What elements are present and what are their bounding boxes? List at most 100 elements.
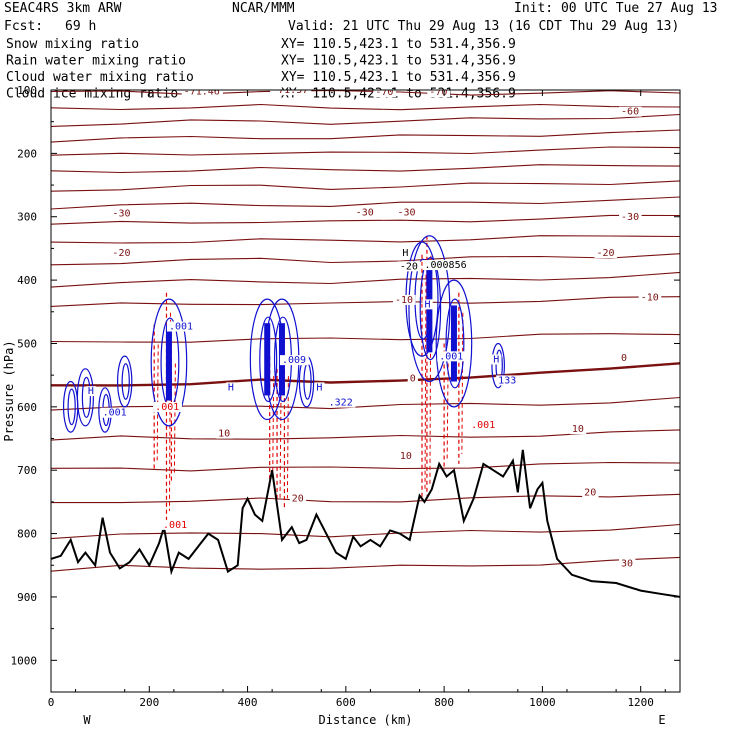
contour-label-background (427, 90, 450, 98)
org-title: NCAR/MMM (232, 1, 295, 16)
contour-label: 10 (218, 429, 230, 440)
contour-label-background (582, 487, 599, 498)
contour-label-background (397, 450, 415, 461)
contour-label-background (407, 373, 418, 384)
contour-label-background (397, 261, 421, 272)
contour-label-background (85, 386, 97, 397)
plot-area: -71.46 -71.57 -69.85 -70 -70 -60 -30 -30 -30 -30 -… (50, 78, 684, 693)
legend-item-label: Rain water mixing ratio (6, 54, 186, 69)
x-axis-label: Distance (km) (319, 713, 413, 727)
isotherm-line (51, 493, 680, 504)
y-tick-label: 700 (17, 464, 37, 477)
contour-label-background (216, 428, 233, 439)
y-tick-label: 100 (17, 84, 37, 97)
contour-label-background (100, 407, 130, 418)
contour-label-background (619, 211, 642, 222)
cloud-water-contour (491, 342, 505, 389)
isotherm-line (51, 113, 680, 127)
x-tick-label: 400 (238, 696, 258, 709)
x-tick-label: 1000 (529, 696, 556, 709)
contour-label-background (422, 260, 470, 271)
contour-label-background (422, 299, 433, 310)
contour-label: -20 (112, 248, 130, 259)
cloud-water-contour (117, 355, 133, 408)
contour-label-background (326, 397, 356, 408)
contour-label-background (270, 90, 312, 96)
contour-label: .001 (103, 408, 127, 419)
isotherm-line (51, 523, 680, 540)
contour-label-layer: -71.46 -71.57 -69.85 -70 -70 -60 -30 -30 -30 -30 -… (85, 78, 684, 570)
contour-label-background (619, 558, 636, 569)
contour-label-background (110, 208, 134, 219)
contour-label: 10 (400, 451, 412, 462)
contour-label: -30 (356, 207, 374, 218)
contour-label: .001 (169, 322, 193, 333)
rain-column (446, 363, 449, 461)
y-tick-label: 300 (17, 211, 37, 224)
contour-label: .001 (155, 402, 179, 413)
y-tick-label: 900 (17, 591, 37, 604)
contour-label: .001 (163, 520, 187, 531)
plot-frame (50, 89, 681, 693)
cloud-water-contour (150, 298, 188, 427)
contour-label: H (228, 382, 234, 393)
isotherm-line (51, 461, 680, 472)
contour-label: -20 (596, 248, 614, 259)
y-axis-label: Pressure (hPa) (2, 340, 16, 441)
isotherm-line (51, 129, 680, 143)
isotherm-line (51, 333, 680, 343)
contour-label: 10 (572, 424, 584, 435)
contour-label-background (161, 519, 190, 530)
contour-label: -30 (397, 207, 415, 218)
isotherm-line (51, 214, 680, 225)
contour-label: -30 (112, 209, 130, 220)
contour-label: 0 (621, 353, 627, 364)
contour-label: .009 (282, 355, 306, 366)
x-tick-label: 1200 (627, 696, 654, 709)
legend-item-xy: XY= 110.5,423.1 to 531.4,356.9 (281, 54, 516, 69)
contour-label: -71.46 (184, 86, 220, 97)
contour-label: H (402, 248, 408, 259)
x-tick-label: 0 (48, 696, 55, 709)
contour-label-background (569, 424, 587, 435)
cloud-water-core (165, 324, 172, 401)
rain-column (173, 363, 176, 473)
isotherm-line (51, 235, 680, 244)
contour-label-background (496, 375, 519, 386)
valid-time: Valid: 21 UTC Thu 29 Aug 13 (16 CDT Thu … (288, 19, 679, 34)
contour-label: 20 (584, 488, 596, 499)
isotherm-line (51, 253, 680, 266)
model-title: SEAC4RS 3km ARW (4, 1, 122, 16)
legend-item-label: Snow mixing ratio (6, 37, 139, 52)
rain-column (279, 388, 282, 499)
cloud-water-contour (76, 368, 94, 427)
freezing-level-line (51, 362, 680, 387)
contour-label-background (395, 207, 419, 218)
isotherm-line (51, 146, 680, 156)
rain-column (286, 376, 289, 499)
isotherm-line (51, 180, 680, 192)
contour-label: -10 (395, 295, 413, 306)
contour-label: .001 (471, 420, 495, 431)
contour-label: -30 (621, 212, 639, 223)
isotherm-line (51, 556, 680, 572)
y-tick-label: 400 (17, 274, 37, 287)
contour-label-background (166, 321, 196, 332)
x-tick-label: 600 (336, 696, 356, 709)
contour-label: -70 (429, 87, 447, 98)
x-tick-label: 800 (434, 696, 454, 709)
contour-label: H (316, 382, 322, 393)
isotherm-line (51, 90, 680, 96)
west-end-label: W (83, 713, 91, 727)
terrain-line (51, 449, 680, 598)
isotherm-layer (51, 90, 680, 572)
contour-label: -60 (621, 107, 639, 118)
cloud-water-core (264, 323, 271, 396)
contour-label: -69.85 (648, 78, 684, 89)
contour-label-background (181, 90, 223, 97)
contour-label-background (619, 353, 630, 364)
isotherm-line (51, 103, 680, 111)
contour-label: 30 (621, 559, 633, 570)
